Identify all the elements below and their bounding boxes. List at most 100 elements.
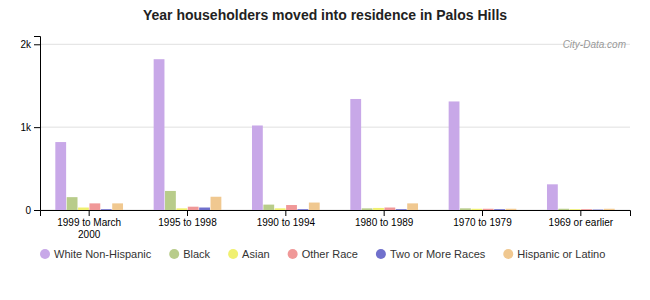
x-tick-label-line: 1970 to 1979 <box>453 217 512 228</box>
legend-label: White Non-Hispanic <box>54 248 152 260</box>
bar <box>483 209 494 210</box>
legend-item: Asian <box>228 248 270 260</box>
bar <box>547 184 558 210</box>
annotation: City-Data.com <box>563 39 626 50</box>
bar-series <box>67 191 569 210</box>
x-tick: 1990 to 1994 <box>257 210 316 228</box>
x-tick-label: 1990 to 1994 <box>257 217 316 228</box>
y-tick: 1k <box>20 122 40 133</box>
bars <box>55 59 614 210</box>
bar <box>506 209 517 210</box>
x-tick-label-line: 1980 to 1989 <box>355 217 414 228</box>
legend-swatch <box>40 249 50 259</box>
bar <box>449 101 460 210</box>
legend-label: Other Race <box>302 248 358 260</box>
legend-item: Two or More Races <box>376 248 486 260</box>
bar <box>494 209 505 210</box>
bar <box>471 209 482 210</box>
legend-label: Black <box>183 248 210 260</box>
grid-line <box>40 127 630 128</box>
chart-title: Year householders moved into residence i… <box>143 7 507 23</box>
bar <box>176 208 187 210</box>
x-tick-label: 1995 to 1998 <box>158 217 217 228</box>
bar <box>199 208 210 210</box>
y-tick-label: 2k <box>20 39 32 50</box>
x-tick-mark <box>384 210 385 216</box>
legend-label: Two or More Races <box>390 248 486 260</box>
legend-swatch <box>228 249 238 259</box>
bar <box>154 59 165 210</box>
bar-series <box>101 208 603 210</box>
legend-item: White Non-Hispanic <box>40 248 152 260</box>
bar <box>286 205 297 210</box>
legend-item: Black <box>169 248 210 260</box>
bar <box>211 197 222 210</box>
bar <box>373 208 384 210</box>
x-tick-label-line: 1990 to 1994 <box>257 217 316 228</box>
chart-container: Year householders moved into residence i… <box>0 0 650 300</box>
bar <box>558 209 569 210</box>
plot-area: 0 1k 2k 1999 to March2000 1995 to 1998 1990 t… <box>20 37 630 240</box>
bar <box>101 209 112 210</box>
bar <box>581 209 592 210</box>
x-tick: 1980 to 1989 <box>355 210 414 228</box>
x-axis-line <box>41 211 631 217</box>
bar <box>384 208 395 210</box>
x-tick-mark <box>580 210 581 216</box>
x-axis: 1999 to March2000 1995 to 1998 1990 to 199… <box>41 210 631 240</box>
bar <box>350 99 361 210</box>
y-axis-line <box>34 37 41 211</box>
bar <box>78 208 89 210</box>
bar-series <box>112 197 614 210</box>
bar <box>252 125 263 210</box>
bar-series <box>78 208 580 210</box>
chart-svg: Year householders moved into residence i… <box>0 0 650 300</box>
bar <box>604 209 615 210</box>
legend-label: Hispanic or Latino <box>517 248 605 260</box>
bar <box>309 203 320 210</box>
x-tick: 1969 or earlier <box>549 210 614 228</box>
legend: White Non-Hispanic Black Asian Other Race Tw… <box>40 248 605 260</box>
grid <box>40 44 630 210</box>
bar <box>112 203 123 210</box>
bar <box>55 142 66 210</box>
bar <box>188 207 199 210</box>
bar <box>165 191 176 210</box>
legend-swatch <box>288 249 298 259</box>
x-tick-label-line: 1999 to March <box>57 217 121 228</box>
y-tick-label: 1k <box>20 122 32 133</box>
bar <box>263 205 274 210</box>
x-tick: 1970 to 1979 <box>453 210 512 228</box>
bar <box>570 209 581 210</box>
x-tick-label-line: 1969 or earlier <box>549 217 614 228</box>
x-tick-mark <box>187 210 188 216</box>
grid-line <box>40 44 630 45</box>
bar <box>460 208 471 210</box>
x-tick-label: 1969 or earlier <box>549 217 614 228</box>
bar <box>396 209 407 210</box>
bar <box>89 203 100 210</box>
x-tick-label: 1999 to March2000 <box>57 217 121 240</box>
x-tick: 1999 to March2000 <box>57 210 121 240</box>
x-tick-label: 1970 to 1979 <box>453 217 512 228</box>
bar-series <box>55 59 557 210</box>
x-tick-mark <box>285 210 286 216</box>
y-tick: 2k <box>20 39 40 50</box>
bar <box>592 209 603 210</box>
x-tick-label: 1980 to 1989 <box>355 217 414 228</box>
legend-item: Other Race <box>288 248 358 260</box>
legend-label: Asian <box>242 248 270 260</box>
x-tick-label-line: 1995 to 1998 <box>158 217 217 228</box>
legend-item: Hispanic or Latino <box>503 248 605 260</box>
bar <box>407 203 418 210</box>
y-tick-mark <box>34 127 40 128</box>
bar <box>362 208 373 210</box>
bar <box>297 209 308 210</box>
y-tick: 0 <box>25 205 40 216</box>
legend-swatch <box>503 249 513 259</box>
bar <box>275 208 286 210</box>
x-tick-label-line: 2000 <box>78 229 101 240</box>
bar <box>67 197 78 210</box>
y-tick-mark <box>34 210 40 211</box>
x-tick-mark <box>482 210 483 216</box>
